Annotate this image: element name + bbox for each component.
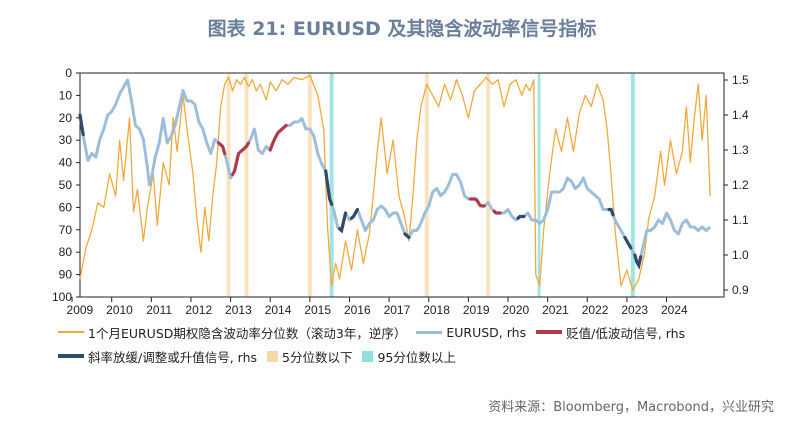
left-tick-label: 30 [59, 133, 73, 147]
band-high95-0 [329, 73, 334, 297]
x-tick-label: 2018 [423, 303, 450, 317]
right-tick-label: 0.9 [732, 283, 749, 297]
band-low5-3 [424, 73, 429, 297]
band-low5-4 [486, 73, 491, 297]
x-tick-label: 2024 [661, 303, 688, 317]
left-tick-label: 0 [65, 66, 72, 80]
x-tick-label: 2009 [67, 303, 94, 317]
legend-item-red-signal: 贬值/低波动信号, rhs [536, 323, 685, 342]
x-tick-label: 2016 [344, 303, 371, 317]
left-tick-label: 80 [59, 245, 73, 259]
left-tick-label: 20 [59, 111, 73, 125]
x-tick-label: 2011 [146, 303, 172, 317]
x-tick-label: 2019 [463, 303, 490, 317]
signal-blue-segment-1 [324, 169, 334, 206]
legend-label-percentile: 1个月EURUSD期权隐含波动率分位数（滚动3年，逆序） [88, 325, 407, 341]
plot-area [79, 72, 725, 298]
legend-swatch-low5 [267, 350, 279, 362]
band-low5-1 [244, 73, 249, 297]
signal-blue-segment-8 [633, 253, 643, 270]
legend-item-high95: 95分位数以上 [362, 347, 456, 366]
right-tick-label: 1.1 [732, 213, 749, 227]
legend-label-high95: 95分位数以上 [377, 349, 456, 365]
x-tick-label: 2022 [582, 303, 609, 317]
left-tick-label: 50 [59, 178, 73, 192]
legend-row-1: 1个月EURUSD期权隐含波动率分位数（滚动3年，逆序） EURUSD, rhs… [58, 322, 695, 342]
x-tick-label: 2015 [304, 303, 331, 317]
signal-blue-segment-3 [349, 207, 360, 220]
band-low5-2 [307, 73, 312, 297]
band-low5-0 [226, 73, 231, 297]
legend-swatch-eurusd [416, 330, 443, 334]
axes: 0 10 20 30 40 50 60 70 80 90 100 0.9 1.0 1.1 1.2 1.3 1.4… [52, 66, 749, 317]
percentile-bands [226, 73, 635, 297]
band-high95-1 [537, 73, 541, 297]
legend-swatch-high95 [362, 350, 374, 362]
legend-item-low5: 5分位数以下 [267, 347, 352, 366]
series [78, 74, 712, 291]
legend-row-2: 斜率放缓/调整或升值信号, rhs 5分位数以下 95分位数以上 [58, 346, 695, 366]
left-tick-label: 40 [59, 156, 73, 170]
figure-title: 图表 21: EURUSD 及其隐含波动率信号指标 [207, 18, 597, 40]
signal-blue-segment-7 [623, 235, 633, 250]
series-percentile-line [79, 74, 711, 291]
left-tick-label: 60 [59, 200, 73, 214]
x-tick-label: 2021 [542, 303, 569, 317]
right-tick-label: 1.2 [732, 178, 749, 192]
legend-swatch-red-signal [536, 330, 563, 334]
right-tick-label: 1.0 [732, 248, 749, 262]
band-high95-2 [630, 73, 635, 297]
legend-item-blue-signal: 斜率放缓/调整或升值信号, rhs [58, 347, 257, 366]
x-tick-label: 2023 [621, 303, 648, 317]
signal-red-segment-2 [238, 141, 251, 154]
legend-item-percentile: 1个月EURUSD期权隐含波动率分位数（滚动3年，逆序） [58, 323, 406, 342]
x-tick-label: 2012 [185, 303, 212, 317]
left-tick-label: 70 [59, 223, 73, 237]
x-tick-label: 2017 [384, 303, 411, 317]
x-tick-label: 2010 [106, 303, 133, 317]
legend-label-eurusd: EURUSD, rhs [446, 324, 527, 340]
legend-label-blue-signal: 斜率放缓/调整或升值信号, rhs [88, 349, 258, 365]
legend-label-red-signal: 贬值/低波动信号, rhs [566, 325, 686, 341]
signal-blue-segment-2 [337, 211, 348, 234]
legend-label-low5: 5分位数以下 [282, 349, 353, 365]
left-tick-label: 100 [52, 290, 72, 304]
signal-blue-segment-0 [78, 113, 85, 137]
signal-blue-segment-6 [607, 207, 615, 217]
signal-red-segment-5 [492, 209, 502, 215]
signal-blue-segment-4 [403, 232, 411, 240]
right-tick-label: 1.3 [732, 143, 749, 157]
left-tick-label: 10 [59, 88, 73, 102]
right-tick-label: 1.5 [732, 73, 749, 87]
x-tick-label: 2020 [502, 303, 529, 317]
legend: 1个月EURUSD期权隐含波动率分位数（滚动3年，逆序） EURUSD, rhs… [58, 322, 695, 366]
signal-red-segment-1 [230, 151, 241, 177]
legend-swatch-percentile [58, 331, 84, 333]
signal-red-segment-4 [468, 197, 486, 208]
signal-red-segment-0 [217, 141, 227, 156]
x-tick-label: 2014 [265, 303, 292, 317]
x-tick-label: 2013 [225, 303, 252, 317]
source-note: 资料来源：Bloomberg，Macrobond，兴业研究 [488, 400, 774, 415]
legend-swatch-blue-signal [58, 354, 84, 358]
signal-blue-segment-5 [516, 214, 526, 220]
legend-item-eurusd: EURUSD, rhs [416, 325, 526, 340]
left-tick-label: 90 [59, 268, 73, 282]
signal-red-segment-3 [268, 123, 288, 152]
right-tick-label: 1.4 [732, 108, 749, 122]
